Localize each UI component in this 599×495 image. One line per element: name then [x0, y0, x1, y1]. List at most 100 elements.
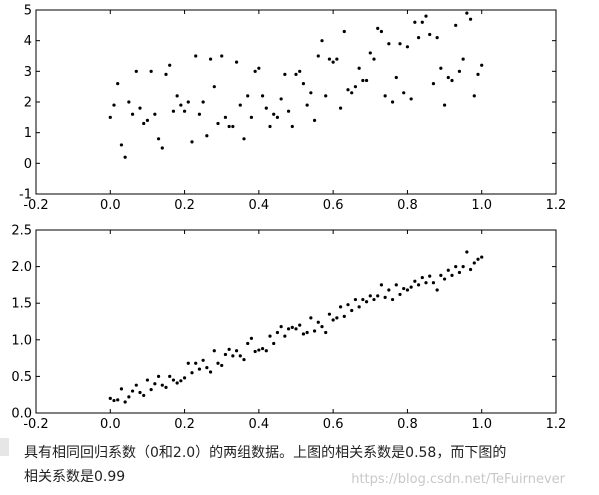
data-point — [442, 103, 447, 107]
data-point — [145, 378, 150, 382]
y-tick-label: 0.0 — [11, 407, 32, 422]
caption-marker — [0, 438, 9, 456]
data-point — [249, 336, 254, 340]
data-point — [231, 354, 235, 358]
data-point — [361, 297, 365, 302]
data-point — [346, 303, 350, 307]
data-point — [413, 279, 417, 283]
y-tick-label: 0 — [24, 157, 32, 172]
data-point — [182, 109, 187, 113]
data-point — [301, 82, 306, 86]
data-point — [420, 275, 424, 280]
data-point — [316, 320, 320, 324]
data-point — [439, 273, 443, 277]
data-point — [350, 308, 354, 313]
data-point — [402, 91, 406, 95]
y-tick-label: 2.0 — [11, 260, 32, 275]
y-tick-label: 2.5 — [11, 224, 32, 239]
data-point — [119, 387, 124, 391]
x-tick-label: -0.2 — [23, 417, 48, 432]
data-point — [309, 91, 313, 95]
data-point — [331, 318, 335, 322]
data-point — [368, 51, 372, 55]
data-point — [130, 112, 135, 116]
data-point — [290, 325, 294, 329]
data-point — [431, 281, 436, 285]
data-point — [249, 115, 254, 119]
data-point — [450, 273, 454, 277]
data-point — [331, 60, 335, 64]
data-point — [346, 88, 350, 92]
data-point — [305, 103, 309, 107]
data-point — [171, 378, 176, 382]
x-tick-label: 0.0 — [100, 417, 121, 432]
data-point — [283, 334, 287, 338]
y-tick-label: 0.5 — [11, 370, 32, 385]
data-point — [201, 100, 205, 104]
data-point — [238, 354, 242, 358]
data-point — [424, 14, 428, 18]
data-point — [379, 283, 384, 287]
data-point — [286, 327, 291, 331]
x-tick-label: 1.2 — [546, 198, 567, 213]
data-point — [272, 341, 276, 346]
data-point — [227, 124, 231, 129]
data-point — [413, 20, 417, 24]
data-point — [138, 390, 142, 395]
data-point — [164, 385, 168, 389]
data-point — [357, 305, 361, 309]
data-point — [353, 297, 358, 302]
data-point — [379, 29, 384, 34]
data-point — [257, 66, 261, 70]
data-point — [454, 265, 458, 269]
data-point — [179, 379, 183, 383]
data-point — [160, 383, 164, 387]
data-point — [194, 54, 198, 58]
data-point — [227, 347, 231, 351]
data-point — [402, 286, 406, 291]
data-point — [320, 39, 324, 43]
x-tick-label: 1.2 — [546, 417, 567, 432]
data-point — [376, 26, 380, 30]
data-point — [409, 285, 413, 289]
data-point — [186, 100, 190, 104]
data-point — [142, 121, 146, 126]
data-point — [327, 57, 332, 61]
data-point — [242, 137, 246, 141]
data-point — [260, 346, 265, 351]
x-tick-label: 0.6 — [323, 417, 344, 432]
data-point — [457, 69, 462, 73]
data-point — [175, 381, 179, 385]
data-point — [368, 294, 372, 298]
data-point — [450, 78, 454, 83]
data-point — [390, 100, 395, 104]
caption-line-2: 相关系数是0.99 — [24, 469, 126, 485]
data-point — [201, 358, 205, 362]
data-point — [212, 85, 216, 89]
data-point — [290, 124, 294, 129]
data-point — [171, 109, 176, 113]
data-point — [324, 330, 328, 335]
data-point — [153, 382, 157, 386]
data-point — [168, 374, 172, 378]
figure-caption: 具有相同回归系数（0和2.0）的两组数据。上图的相关系数是0.58，而下图的 相… — [24, 441, 594, 489]
data-point — [264, 106, 268, 110]
x-tick-label: 0.2 — [174, 198, 195, 213]
data-point — [472, 94, 476, 98]
data-point — [454, 23, 458, 27]
data-point — [257, 348, 261, 352]
x-tick-label: 0.0 — [100, 198, 121, 213]
data-point — [298, 323, 302, 327]
data-point — [216, 361, 220, 365]
data-point — [394, 75, 398, 80]
data-point — [338, 305, 343, 309]
data-point — [409, 97, 413, 101]
data-point — [461, 265, 465, 269]
data-point — [361, 78, 365, 83]
data-point — [268, 124, 272, 129]
data-point — [398, 42, 402, 46]
plot-frame — [35, 9, 557, 195]
data-point — [108, 115, 112, 119]
data-point — [186, 361, 190, 365]
